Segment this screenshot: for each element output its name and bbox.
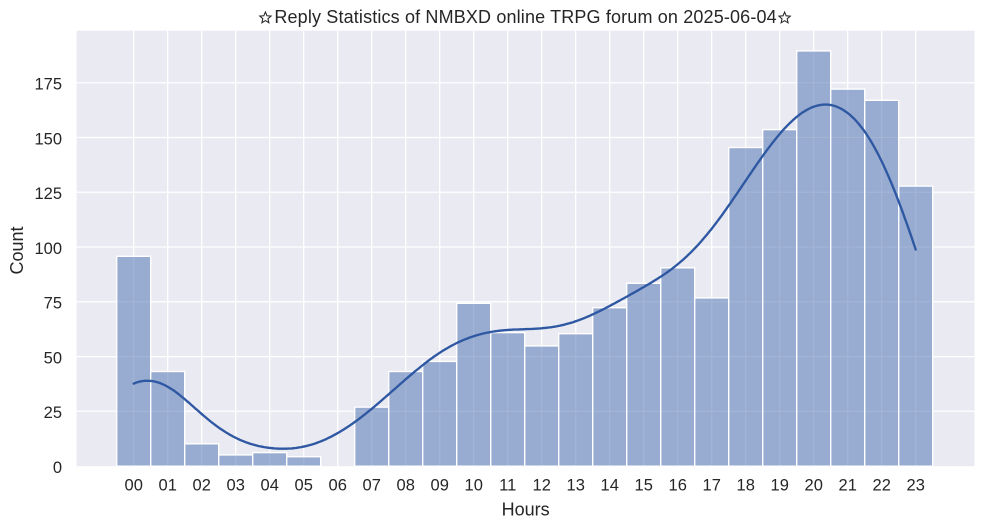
svg-text:Hours: Hours [502,500,550,520]
svg-text:00: 00 [125,476,143,494]
svg-text:17: 17 [703,476,721,494]
svg-text:05: 05 [295,476,313,494]
svg-text:23: 23 [907,476,925,494]
svg-text:150: 150 [34,130,62,148]
svg-text:01: 01 [159,476,177,494]
svg-text:125: 125 [34,185,62,203]
svg-text:06: 06 [329,476,347,494]
svg-text:22: 22 [873,476,891,494]
svg-text:11: 11 [499,476,516,494]
svg-text:07: 07 [363,476,381,494]
svg-text:18: 18 [737,476,755,494]
svg-text:02: 02 [193,476,211,494]
svg-text:12: 12 [533,476,551,494]
svg-text:09: 09 [431,476,449,494]
svg-text:08: 08 [397,476,415,494]
svg-text:0: 0 [53,459,62,477]
svg-text:14: 14 [601,476,619,494]
svg-text:03: 03 [227,476,245,494]
svg-text:10: 10 [465,476,483,494]
svg-text:16: 16 [669,476,687,494]
svg-text:19: 19 [771,476,789,494]
svg-text:21: 21 [839,476,857,494]
svg-text:50: 50 [44,349,62,367]
svg-text:15: 15 [635,476,653,494]
svg-text:13: 13 [567,476,585,494]
svg-text:Reply Statistics of NMBXD onli: Reply Statistics of NMBXD online TRPG fo… [274,7,776,27]
svg-text:20: 20 [805,476,823,494]
svg-text:04: 04 [261,476,279,494]
svg-text:75: 75 [44,295,62,313]
svg-text:175: 175 [34,76,62,94]
svg-text:Count: Count [7,226,27,274]
svg-text:25: 25 [44,404,62,422]
svg-text:100: 100 [34,240,62,258]
